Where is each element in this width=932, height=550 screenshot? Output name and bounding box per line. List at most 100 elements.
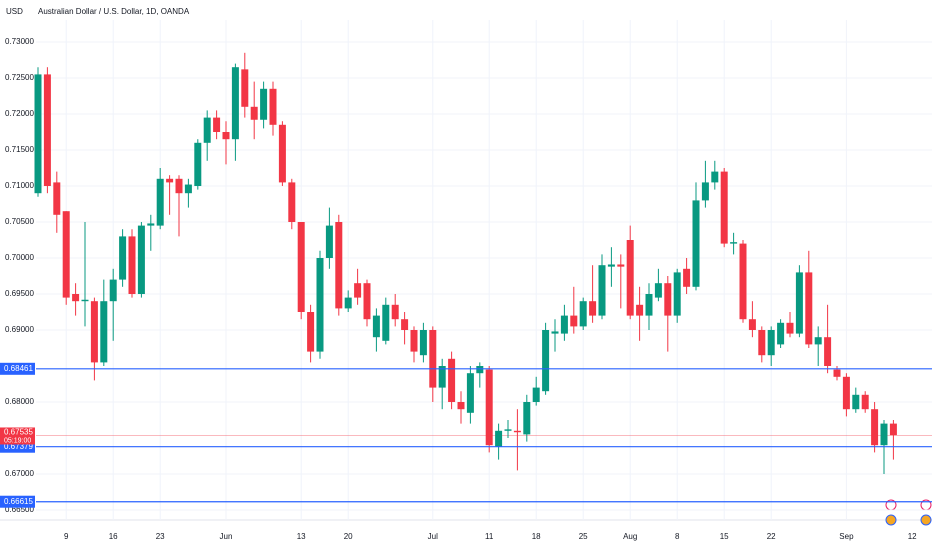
level-label-box <box>0 362 35 375</box>
x-tick-label: 11 <box>485 532 494 541</box>
y-tick-label: 0.69500 <box>5 289 34 298</box>
candle-body <box>250 106 258 120</box>
y-tick-label: 0.70000 <box>5 253 34 262</box>
x-tick-label: 12 <box>908 532 917 541</box>
candle-body <box>861 394 869 410</box>
candle-body <box>100 301 108 363</box>
candle-body <box>560 315 568 334</box>
candle-body <box>692 200 700 287</box>
candle-body <box>513 430 521 433</box>
candle-body <box>607 264 615 267</box>
candle-body <box>231 67 239 140</box>
candle-body <box>344 297 352 309</box>
x-tick-label: 9 <box>64 532 69 541</box>
candle-body <box>523 402 531 435</box>
y-tick-label: 0.71000 <box>5 181 34 190</box>
candle-body <box>758 330 766 356</box>
candle-body <box>438 366 446 388</box>
candle-body <box>184 184 192 194</box>
candle-body <box>401 319 409 330</box>
candle-body <box>739 243 747 320</box>
candle-body <box>842 376 850 410</box>
candle-body <box>34 74 42 194</box>
candle-body <box>504 429 512 431</box>
y-tick-label: 0.71500 <box>5 145 34 154</box>
candle-body <box>645 294 653 316</box>
candle-body <box>852 394 860 410</box>
candle-body <box>824 337 832 366</box>
candle-body <box>701 182 709 201</box>
candle-body <box>325 225 333 258</box>
candle-body <box>297 222 305 312</box>
last-price-box <box>0 427 35 445</box>
candle-body <box>137 225 145 294</box>
x-tick-label: Aug <box>623 532 637 541</box>
candle-body <box>598 265 606 316</box>
y-tick-label: 0.66500 <box>5 505 34 514</box>
candle-body <box>457 402 465 410</box>
candle-body <box>476 366 484 374</box>
candle-body <box>889 423 897 436</box>
candle-body <box>372 315 380 338</box>
candle-body <box>589 301 597 316</box>
candle-body <box>654 283 662 298</box>
y-tick-label: 0.73000 <box>5 37 34 46</box>
x-tick-label: 16 <box>109 532 118 541</box>
x-tick-label: 15 <box>720 532 729 541</box>
candle-body <box>119 236 127 280</box>
candle-body <box>626 240 634 316</box>
candle-body <box>335 222 343 309</box>
candle-body <box>128 236 136 294</box>
x-tick-label: Sep <box>839 532 854 541</box>
candle-body <box>269 88 277 125</box>
candle-body <box>542 330 550 392</box>
event-icons <box>885 499 932 526</box>
candle-body <box>363 283 371 320</box>
x-tick-label: Jun <box>220 532 233 541</box>
candle-body <box>871 409 879 446</box>
candle-body <box>90 301 98 363</box>
y-tick-label: 0.68000 <box>5 397 34 406</box>
candle-body <box>410 330 418 352</box>
y-tick-label: 0.72000 <box>5 109 34 118</box>
candle-body <box>579 301 587 327</box>
candle-body <box>833 369 841 377</box>
countdown-label: 05:19:00 <box>4 437 31 444</box>
x-tick-label: 13 <box>297 532 306 541</box>
candle-body <box>382 304 390 341</box>
candle-body <box>664 283 672 316</box>
candle-body <box>711 171 719 183</box>
y-tick-label: 0.69000 <box>5 325 34 334</box>
candle-body <box>448 358 456 402</box>
candle-body <box>354 283 362 298</box>
candle-body <box>720 171 728 244</box>
candle-body <box>767 330 775 356</box>
candle-body <box>391 304 399 320</box>
candle-body <box>419 330 427 356</box>
x-tick-label: 23 <box>156 532 165 541</box>
x-tick-label: 22 <box>767 532 776 541</box>
level-label: 0.67379 <box>4 442 33 451</box>
candle-body <box>175 178 183 194</box>
candle-body <box>485 369 493 446</box>
candle-body <box>278 124 286 183</box>
y-tick-label: 0.72500 <box>5 73 34 82</box>
candle-body <box>495 430 503 447</box>
x-tick-label: 8 <box>675 532 680 541</box>
candle-body <box>166 178 174 183</box>
candle-body <box>880 423 888 446</box>
candle-body <box>222 132 230 140</box>
candle-body <box>213 117 221 132</box>
level-label: 0.68461 <box>4 364 33 373</box>
candle-body <box>288 182 296 222</box>
candle-body <box>429 330 437 388</box>
candle-body <box>43 74 51 186</box>
y-tick-label: 0.70500 <box>5 217 34 226</box>
candle-body <box>730 242 738 244</box>
x-tick-label: 20 <box>344 532 353 541</box>
candle-body <box>795 272 803 334</box>
level-label: 0.66615 <box>4 497 33 506</box>
candle-body <box>748 319 756 330</box>
